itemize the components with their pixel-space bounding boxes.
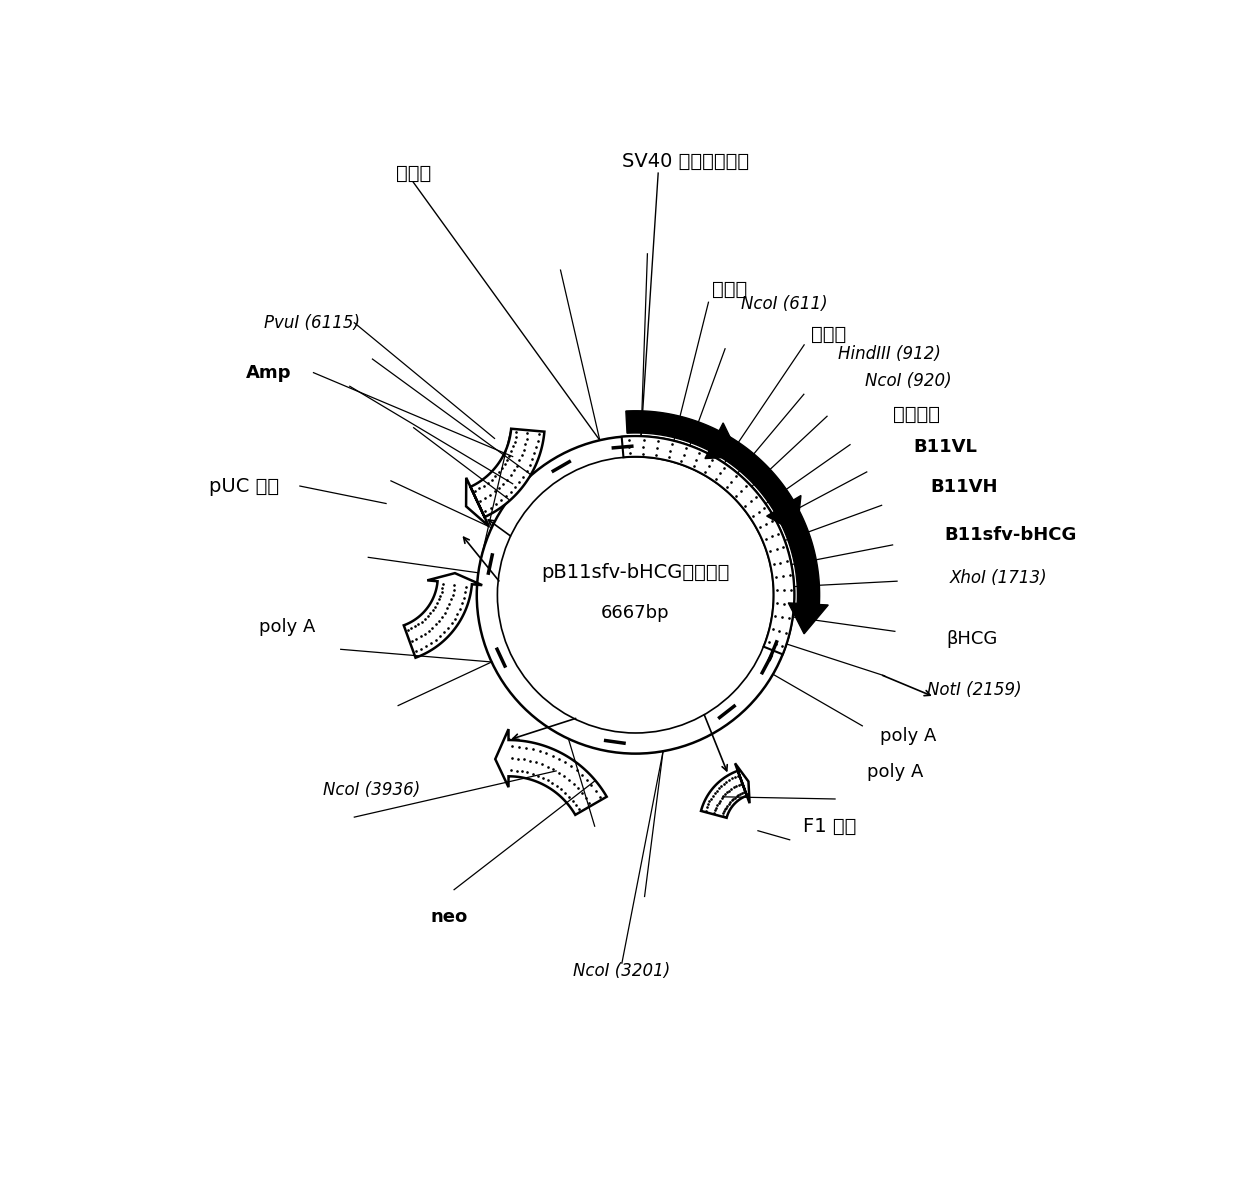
Polygon shape (777, 505, 828, 634)
Text: B11VL: B11VL (913, 438, 977, 456)
Text: PvuI (6115): PvuI (6115) (264, 313, 360, 332)
Text: poly A: poly A (259, 617, 315, 636)
Text: pB11sfv-bHCG（亲代）: pB11sfv-bHCG（亲代） (542, 563, 729, 582)
Polygon shape (621, 436, 795, 654)
Text: neo: neo (432, 908, 469, 926)
Text: HindIII (912): HindIII (912) (837, 345, 940, 363)
Text: NcoI (611): NcoI (611) (742, 294, 828, 313)
Text: NcoI (920): NcoI (920) (866, 371, 952, 390)
Text: 启动子: 启动子 (712, 280, 746, 299)
Text: 6667bp: 6667bp (601, 604, 670, 622)
Text: B11sfv-bHCG: B11sfv-bHCG (944, 525, 1076, 544)
Polygon shape (476, 436, 795, 754)
Polygon shape (701, 763, 750, 818)
Polygon shape (495, 729, 606, 815)
Polygon shape (404, 574, 482, 657)
Text: 信号序列: 信号序列 (893, 405, 940, 424)
Text: βHCG: βHCG (946, 629, 998, 648)
Polygon shape (466, 429, 544, 527)
Polygon shape (714, 434, 801, 532)
Text: poly A: poly A (880, 727, 936, 746)
Text: F1 起点: F1 起点 (804, 816, 857, 835)
Text: poly A: poly A (867, 763, 923, 781)
Text: 启动子: 启动子 (396, 164, 430, 183)
Polygon shape (626, 411, 739, 458)
Text: B11VH: B11VH (931, 478, 998, 496)
Text: NcoI (3201): NcoI (3201) (573, 962, 671, 980)
Text: 启动子: 启动子 (811, 325, 847, 344)
Text: SV40 启动子和起点: SV40 启动子和起点 (621, 152, 749, 171)
Text: Amp: Amp (246, 364, 291, 382)
Text: pUC 起点: pUC 起点 (210, 477, 279, 496)
Text: XhoI (1713): XhoI (1713) (950, 569, 1047, 588)
Text: NcoI (3936): NcoI (3936) (322, 781, 420, 799)
Text: NotI (2159): NotI (2159) (926, 681, 1022, 699)
